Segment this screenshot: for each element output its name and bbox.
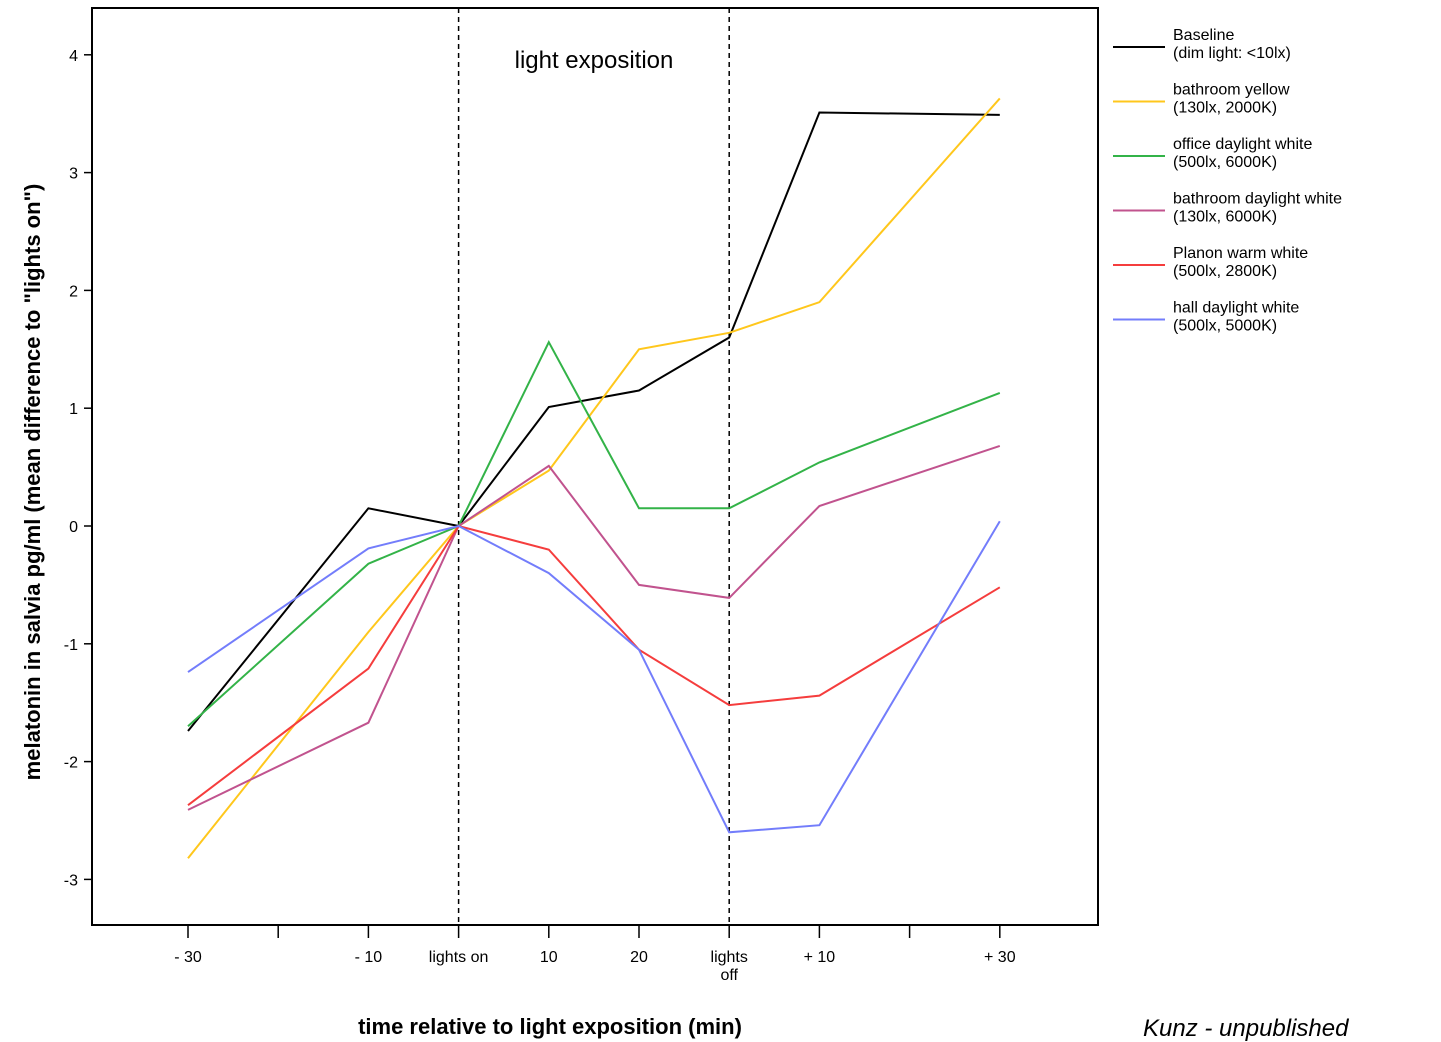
x-tick-label: lights on bbox=[429, 949, 489, 966]
y-tick-label: -1 bbox=[64, 637, 78, 654]
legend-label: hall daylight white bbox=[1173, 300, 1299, 317]
x-tick-label: - 30 bbox=[174, 949, 202, 966]
legend-sublabel: (500lx, 2800K) bbox=[1173, 263, 1277, 280]
x-tick-label: 20 bbox=[630, 949, 648, 966]
credit-text: Kunz - unpublished bbox=[1143, 1015, 1349, 1042]
legend-label: Planon warm white bbox=[1173, 245, 1308, 262]
y-tick-label: -2 bbox=[64, 755, 78, 772]
legend-sublabel: (500lx, 5000K) bbox=[1173, 318, 1277, 335]
legend-sublabel: (130lx, 6000K) bbox=[1173, 209, 1277, 226]
y-axis-title: melatonin in salvia pg/ml (mean differen… bbox=[20, 184, 45, 781]
series-line-4 bbox=[187, 524, 1001, 806]
legend-label: bathroom yellow bbox=[1173, 82, 1290, 99]
legend-label: office daylight white bbox=[1173, 136, 1312, 153]
plot-frame bbox=[91, 7, 1099, 926]
legend-label: Baseline bbox=[1173, 27, 1234, 44]
x-tick-label: 10 bbox=[540, 949, 558, 966]
legend-sublabel: (dim light: <10lx) bbox=[1173, 45, 1291, 62]
y-tick-label: 3 bbox=[69, 166, 78, 183]
y-tick-label: 2 bbox=[69, 283, 78, 300]
x-tick-label: off bbox=[720, 967, 738, 984]
light-exposition-annotation: light exposition bbox=[515, 47, 674, 74]
x-tick-label: + 30 bbox=[984, 949, 1016, 966]
series-line-0 bbox=[187, 111, 1000, 732]
legend-sublabel: (500lx, 6000K) bbox=[1173, 154, 1277, 171]
series-lines bbox=[187, 97, 1001, 859]
series-line-5 bbox=[187, 520, 1001, 834]
y-tick-label: 4 bbox=[69, 48, 78, 65]
x-tick-label: + 10 bbox=[804, 949, 836, 966]
legend-sublabel: (130lx, 2000K) bbox=[1173, 100, 1277, 117]
series-line-1 bbox=[187, 97, 1001, 859]
y-tick-label: -3 bbox=[64, 872, 78, 889]
series-line-3 bbox=[187, 444, 1001, 811]
x-tick-label: - 10 bbox=[355, 949, 383, 966]
y-tick-label: 0 bbox=[69, 519, 78, 536]
plot-area bbox=[91, 7, 1099, 926]
legend: Baseline(dim light: <10lx) bathroom yello… bbox=[1113, 27, 1342, 335]
y-tick-label: 1 bbox=[69, 401, 78, 418]
legend-label: bathroom daylight white bbox=[1173, 191, 1342, 208]
x-tick-label: lights bbox=[711, 949, 748, 966]
series-line-2 bbox=[187, 340, 1001, 728]
x-axis-title: time relative to light exposition (min) bbox=[358, 1014, 742, 1039]
y-axis: -3 -2 -1 0 1 2 3 4 bbox=[64, 48, 92, 889]
